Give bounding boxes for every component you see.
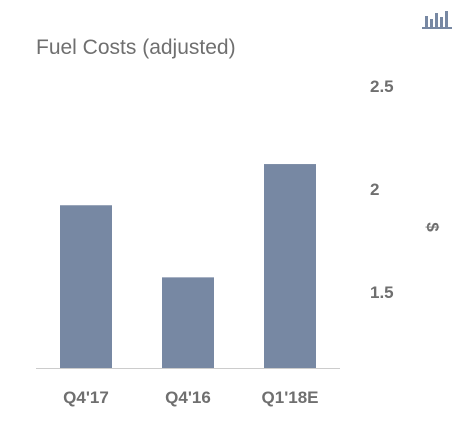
icon-bar-1 bbox=[425, 16, 428, 27]
y-axis-label: $ bbox=[423, 222, 442, 232]
x-tick-label-1: Q4'16 bbox=[165, 388, 211, 407]
icon-bar-5 bbox=[445, 11, 448, 27]
icon-bar-4 bbox=[440, 17, 443, 27]
x-tick-label-2: Q1'18E bbox=[262, 388, 319, 407]
bar-0 bbox=[60, 205, 112, 368]
y-tick-label-1: 2 bbox=[370, 180, 379, 199]
y-tick-label-2: 2.5 bbox=[370, 77, 394, 96]
icon-baseline bbox=[422, 27, 452, 29]
y-tick-label-0: 1.5 bbox=[370, 283, 394, 302]
x-tick-label-0: Q4'17 bbox=[63, 388, 109, 407]
bar-chart-icon[interactable] bbox=[420, 6, 454, 30]
icon-bar-2 bbox=[430, 19, 433, 27]
icon-bar-3 bbox=[435, 13, 438, 27]
bar-2 bbox=[264, 164, 316, 368]
bar-1 bbox=[162, 277, 214, 368]
chart-title: Fuel Costs (adjusted) bbox=[36, 36, 236, 59]
